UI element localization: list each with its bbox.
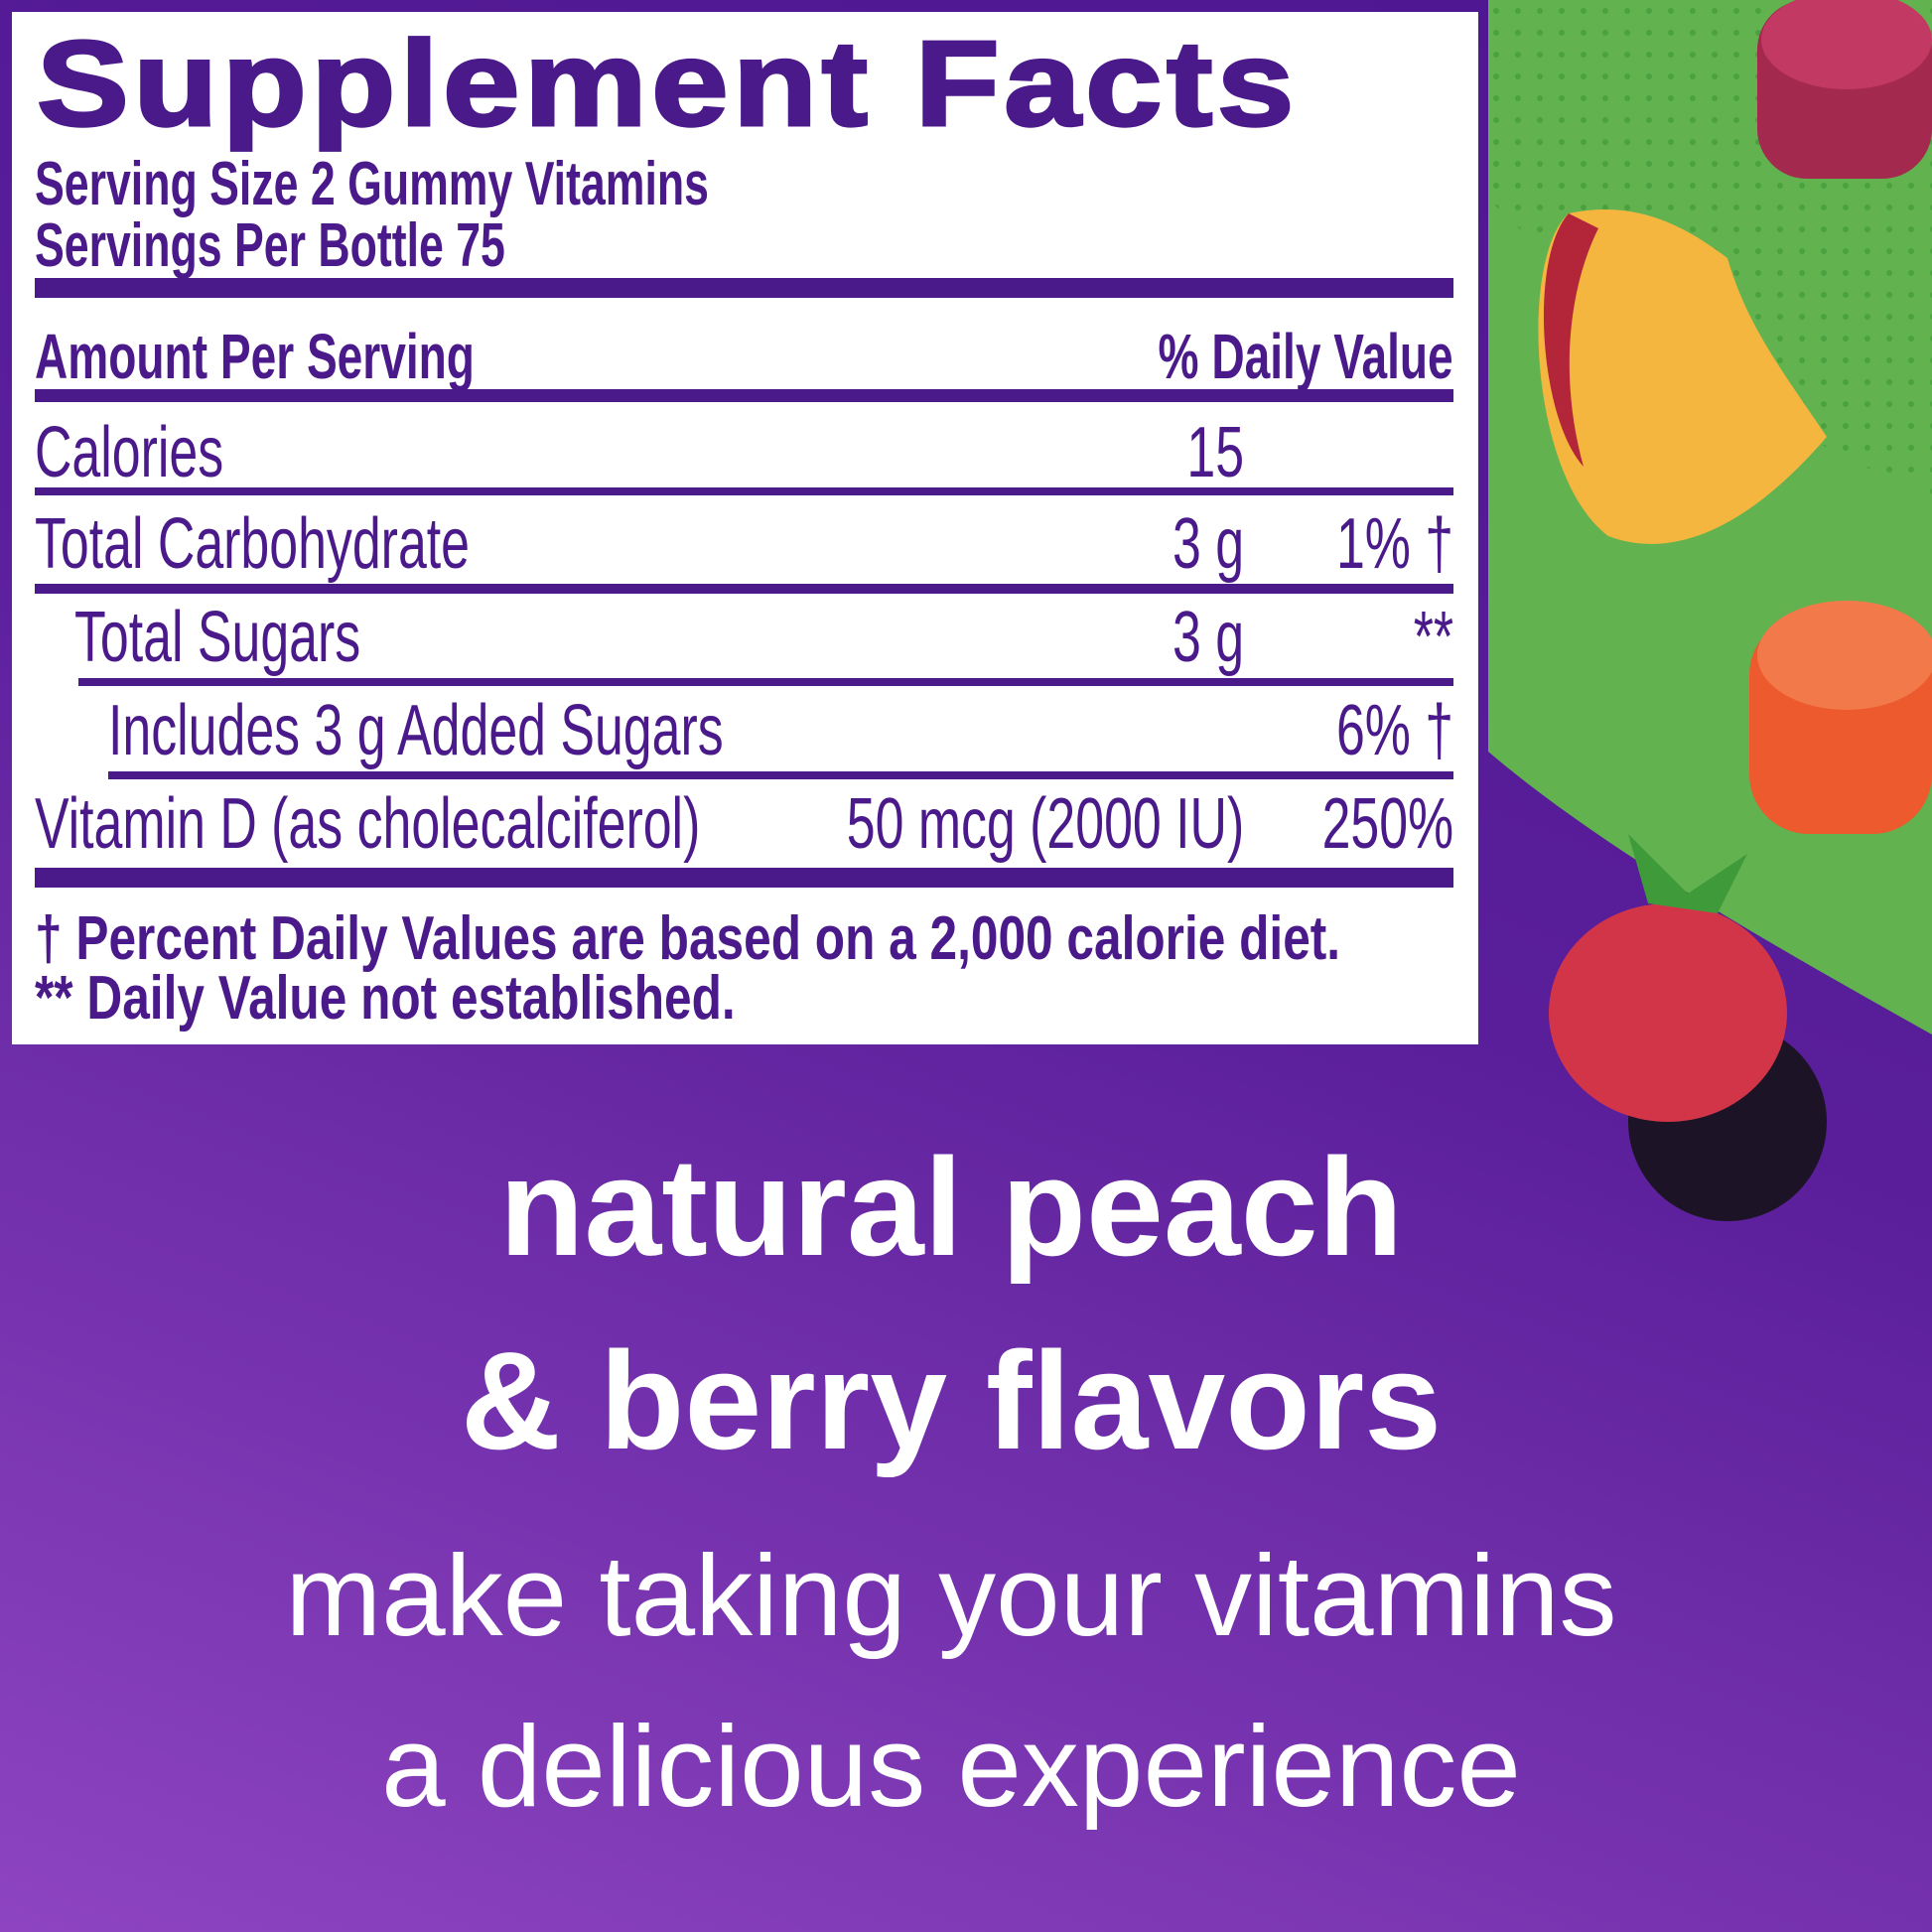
fruit-illustrations: [1538, 0, 1932, 1221]
divider: [78, 678, 1453, 686]
divider: [35, 487, 1453, 495]
divider: [35, 389, 1453, 402]
row-name: Total Sugars: [74, 598, 361, 677]
row-amount: 15: [1186, 413, 1244, 492]
divider: [35, 584, 1453, 594]
row-dv: 6% †: [1335, 691, 1453, 770]
panel-title: Supplement Facts: [35, 15, 1299, 153]
row-dv: 1% †: [1335, 504, 1453, 584]
divider: [108, 771, 1453, 779]
row-dv: **: [1413, 598, 1453, 677]
row-name: Vitamin D (as cholecalciferol): [35, 784, 701, 864]
footnote-dv: † Percent Daily Values are based on a 2,…: [35, 904, 1341, 973]
peach-slice-icon: [1538, 209, 1827, 544]
dv-header: % Daily Value: [1158, 321, 1453, 392]
servings-per-container: Servings Per Bottle 75: [35, 211, 505, 280]
row-dv: 250%: [1321, 784, 1453, 864]
berry-gummy-icon: [1757, 0, 1932, 179]
amount-header: Amount Per Serving: [35, 321, 475, 392]
raspberry-icon: [1549, 834, 1787, 1122]
row-name: Total Carbohydrate: [35, 504, 471, 584]
row-name: Includes 3 g Added Sugars: [108, 691, 724, 770]
footnote-not-established: ** Daily Value not established.: [35, 964, 736, 1033]
promo-headline-1: natural peach: [498, 1129, 1404, 1285]
promo-subline-2: a delicious experience: [381, 1702, 1521, 1831]
orange-gummy-icon: [1749, 601, 1932, 834]
row-amount: 3 g: [1172, 598, 1244, 677]
row-amount: 50 mcg (2000 IU): [846, 784, 1245, 864]
promo-headline-2: & berry flavors: [460, 1322, 1443, 1478]
supplement-facts-panel: Supplement Facts Serving Size 2 Gummy Vi…: [12, 12, 1478, 1044]
row-amount: 3 g: [1172, 504, 1244, 584]
divider: [35, 278, 1453, 298]
promo-subline-1: make taking your vitamins: [285, 1531, 1617, 1660]
serving-size: Serving Size 2 Gummy Vitamins: [35, 150, 709, 218]
divider: [35, 868, 1453, 888]
row-name: Calories: [35, 413, 224, 492]
